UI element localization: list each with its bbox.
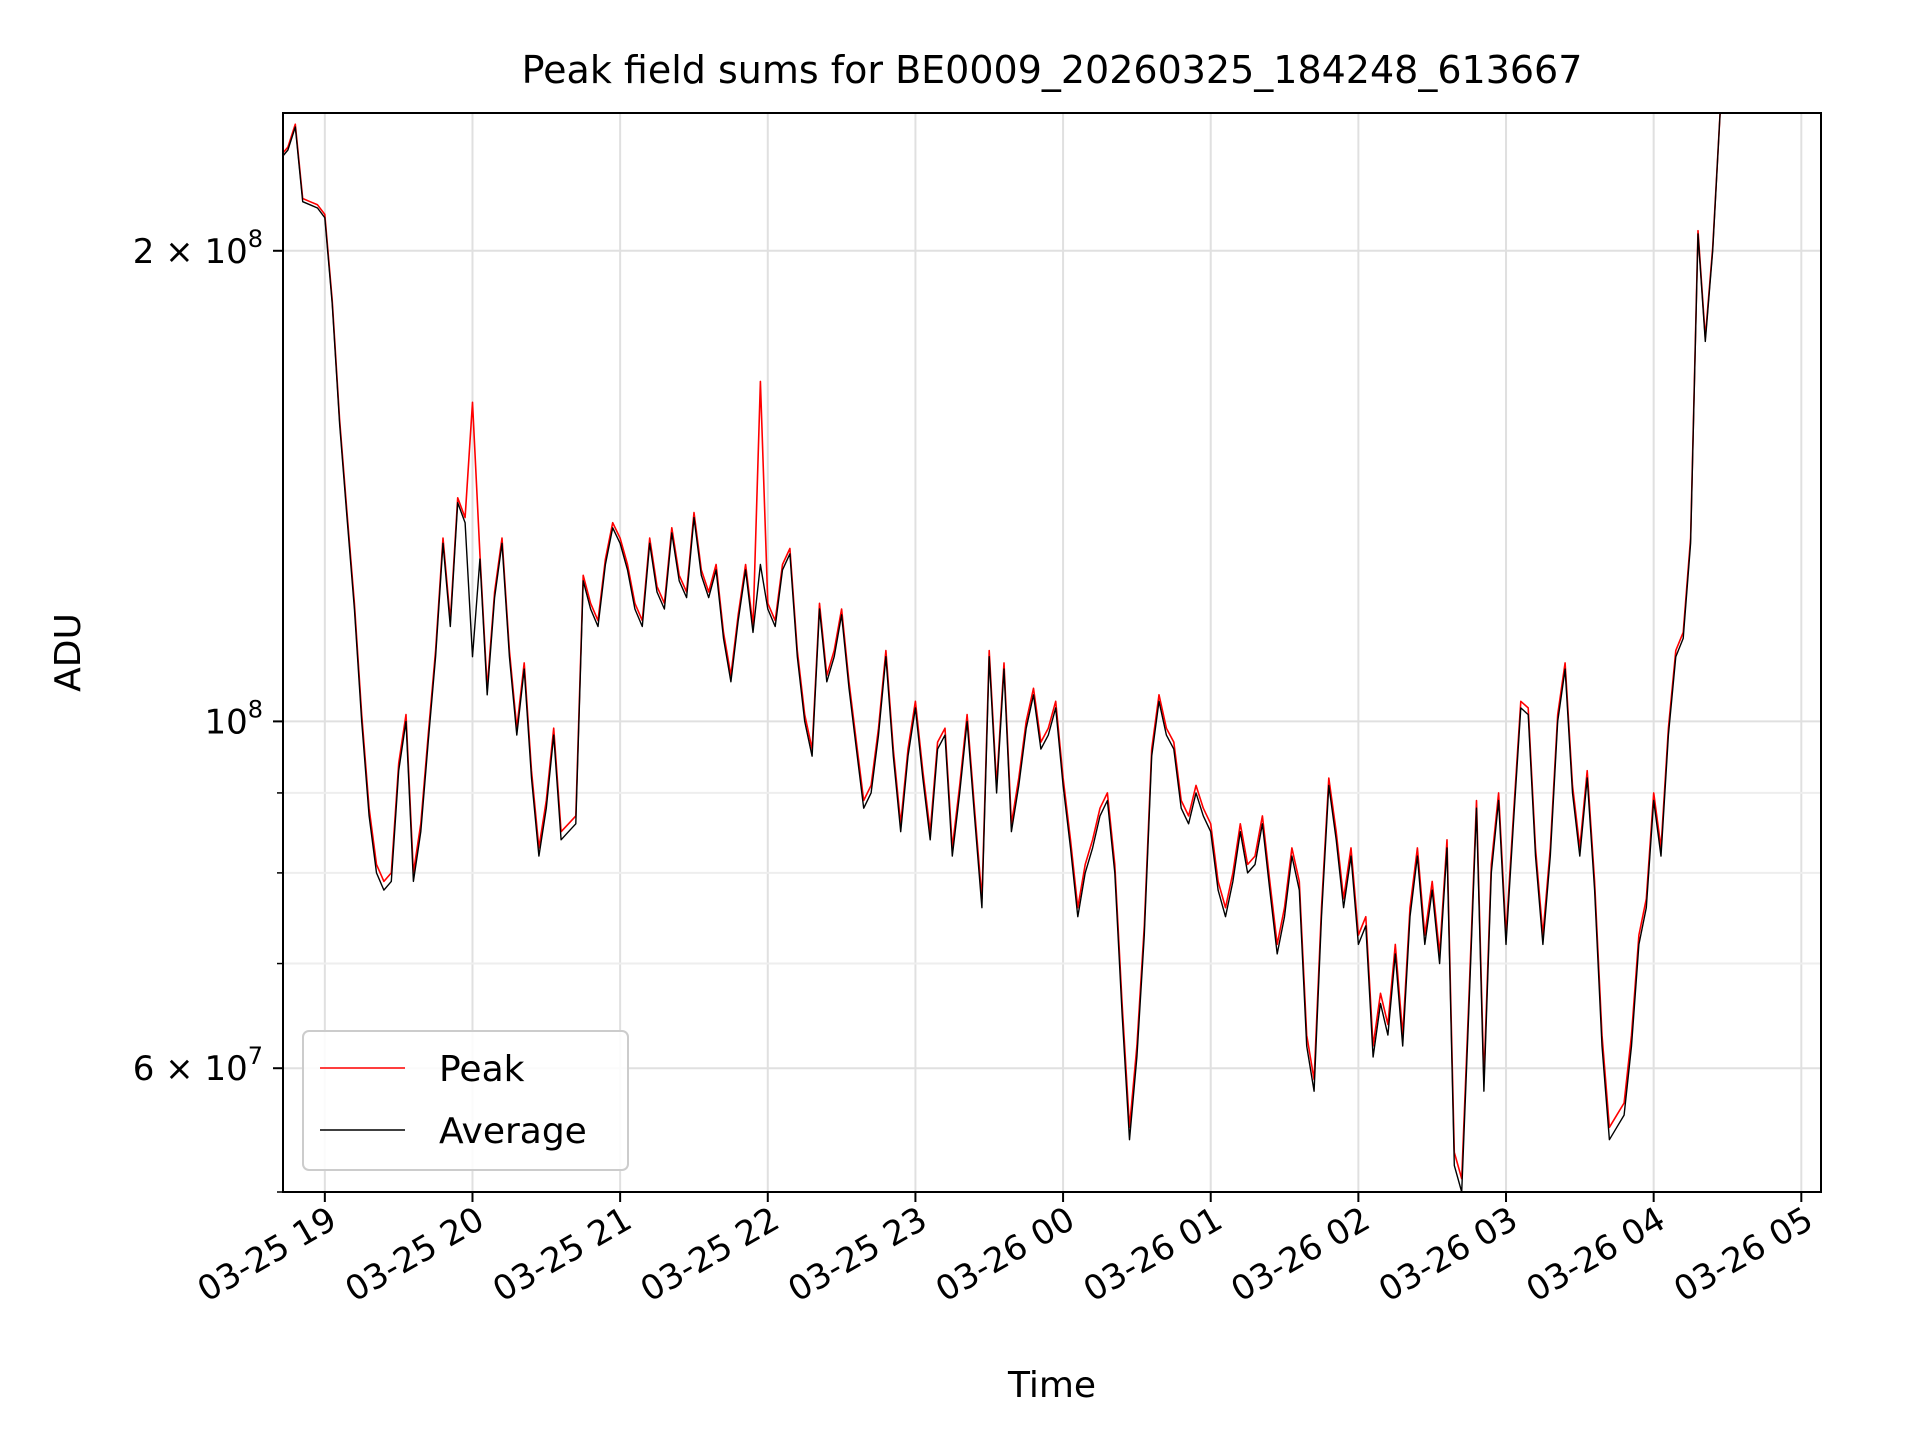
y-tick-label: 108 (204, 695, 263, 742)
y-axis-label: ADU (48, 613, 89, 692)
y-tick-label: 6 × 107 (133, 1042, 263, 1089)
legend-label-peak: Peak (439, 1049, 525, 1090)
y-tick-label: 2 × 108 (133, 225, 263, 272)
legend-label-average: Average (439, 1111, 587, 1152)
legend: Peak Average (302, 1030, 629, 1171)
x-axis-label: Time (1007, 1365, 1096, 1406)
chart-title: Peak field sums for BE0009_20260325_1842… (522, 48, 1583, 92)
plot-frame (282, 112, 1822, 1193)
legend-box (302, 1030, 629, 1171)
series-layer (283, 113, 1721, 1192)
series-line-average (283, 113, 1721, 1192)
y-axis: 2 × 108 108 6 × 107 (133, 225, 283, 1193)
